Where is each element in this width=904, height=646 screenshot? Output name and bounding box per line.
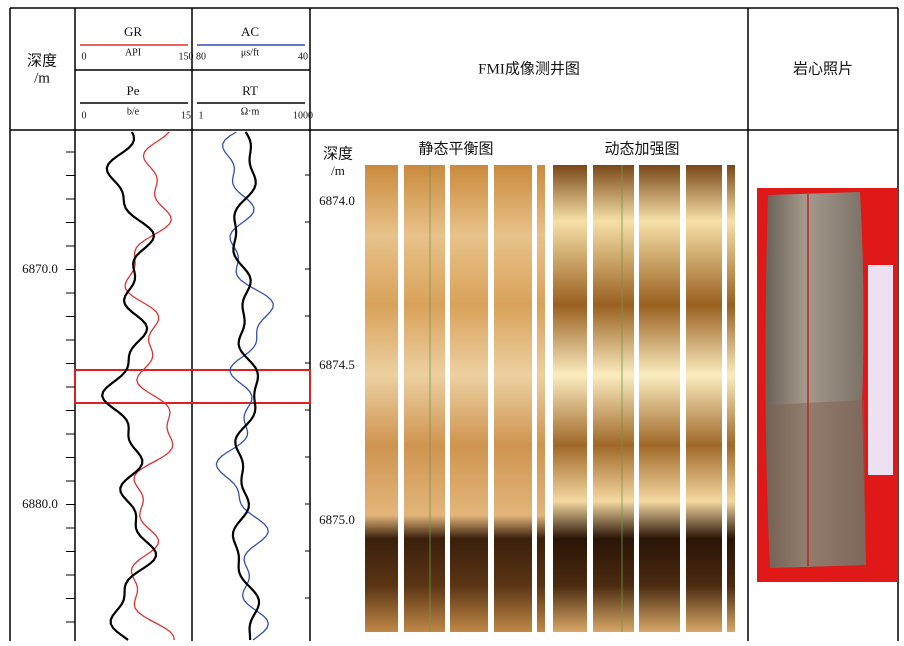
log-curve	[216, 132, 273, 640]
fmi-depth-label: 6874.0	[319, 193, 355, 208]
fmi-depth-label: 6874.5	[319, 357, 355, 372]
track-min: 0	[82, 110, 87, 121]
log-curve	[233, 132, 259, 640]
track-unit: Ω·m	[241, 106, 260, 117]
track-unit: μs/ft	[241, 47, 259, 58]
fmi-depth-title: 深度	[323, 145, 353, 162]
figure: 深度 /m FMI成像测井图 岩心照片 GR API 0 150 Pe b/e 0 15 AC μ…	[0, 0, 904, 641]
track-name: AC	[241, 24, 259, 39]
track-max: 40	[298, 51, 308, 62]
depth-label: 6870.0	[22, 261, 58, 276]
track-name: GR	[124, 24, 142, 39]
track-max: 15	[181, 110, 191, 121]
track-unit: b/e	[127, 106, 140, 117]
depth-label: 6880.0	[22, 496, 58, 511]
dynamic-image	[553, 165, 735, 632]
track-unit: API	[125, 47, 141, 58]
track-min: 0	[82, 51, 87, 62]
core-title: 岩心照片	[793, 60, 853, 77]
fmi-depth-unit: /m	[331, 163, 345, 178]
track-max: 1000	[293, 110, 313, 121]
track-name: RT	[242, 83, 258, 98]
track-max: 150	[179, 51, 194, 62]
track-name: Pe	[127, 83, 140, 98]
track-min: 80	[196, 51, 206, 62]
fmi-title: FMI成像测井图	[478, 60, 580, 77]
static-image	[365, 165, 545, 632]
static-title: 静态平衡图	[418, 140, 493, 157]
fmi-depth-label: 6875.0	[319, 512, 355, 527]
dynamic-title: 动态加强图	[604, 140, 679, 157]
track-min: 1	[199, 110, 204, 121]
depth-title: 深度	[27, 52, 57, 69]
depth-unit: /m	[34, 70, 50, 86]
log-curve	[102, 132, 156, 640]
